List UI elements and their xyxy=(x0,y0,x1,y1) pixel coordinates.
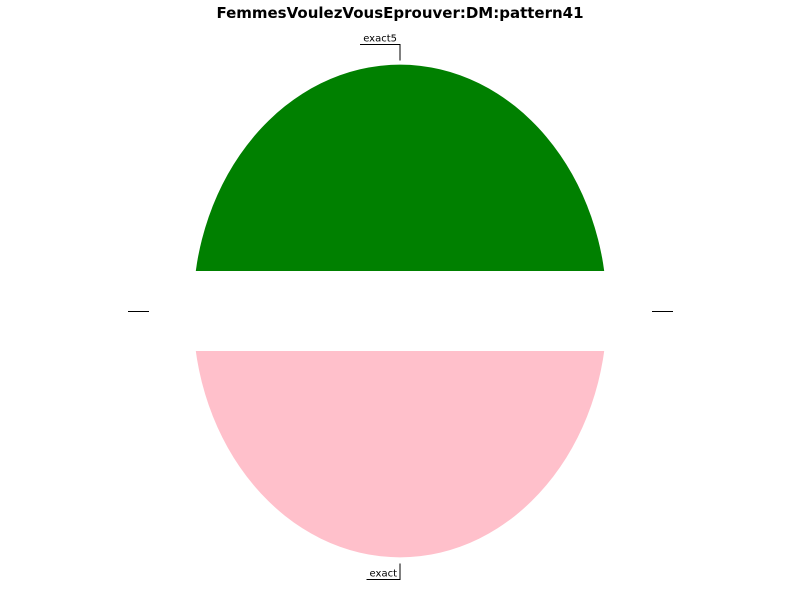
slice-leader-exact5 xyxy=(360,44,401,61)
chart-title: FemmesVoulezVousEprouver:DM:pattern41 xyxy=(216,4,584,22)
slice-label-exact5: exact5 xyxy=(363,34,397,45)
slice-label-exact: exact xyxy=(370,568,398,579)
pie-slices xyxy=(193,64,607,558)
slice-labels: exact5 exact xyxy=(360,34,401,580)
slice-leader-exact xyxy=(366,563,401,580)
pie-slice-exact5 xyxy=(193,64,607,311)
pie-slice-exact xyxy=(193,311,607,558)
